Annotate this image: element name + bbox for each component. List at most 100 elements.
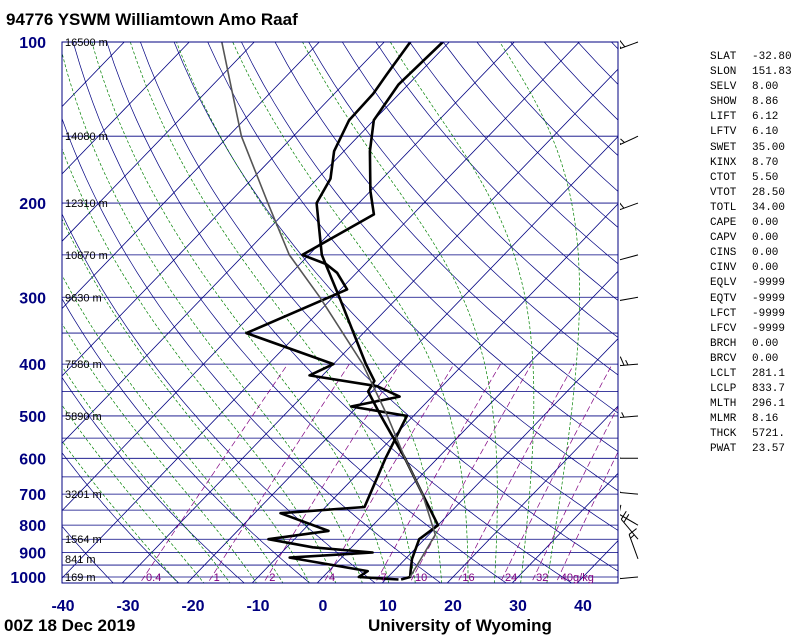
index-row: SHOW 8.86	[710, 95, 792, 110]
index-name: CAPE	[710, 217, 737, 230]
height-label: 9630 m	[65, 292, 102, 304]
mixing-ratio-line	[374, 363, 501, 583]
index-value: 5.50	[752, 171, 779, 184]
index-value: 0.00	[752, 262, 779, 275]
temperature-tick-label: -20	[181, 598, 204, 615]
index-value: -9999	[752, 292, 786, 305]
index-row: LFTV 6.10	[710, 125, 792, 140]
index-row: BRCV 0.00	[710, 352, 792, 367]
mixing-ratio-line	[499, 363, 613, 583]
temperature-tick-label: 30	[509, 598, 527, 615]
index-name: EQLV	[710, 277, 737, 290]
wind-barb	[620, 510, 639, 540]
isotherm	[62, 42, 320, 310]
isotherm	[446, 405, 618, 583]
dry-adiabat	[62, 297, 311, 583]
index-name: CAPV	[710, 232, 737, 245]
index-value: 23.57	[752, 443, 786, 456]
index-row: MLTH 296.1	[710, 397, 792, 412]
index-row: SLON 151.83	[710, 65, 792, 80]
stability-indices: SLAT -32.80 SLON 151.83 SELV 8.00 SHOW 8.86 LIFT…	[710, 50, 792, 458]
height-label: 169 m	[65, 572, 96, 584]
moist-adiabat	[390, 42, 535, 583]
index-value: 0.00	[752, 337, 779, 350]
isotherm	[62, 42, 450, 444]
height-label: 5890 m	[65, 411, 102, 423]
index-name: SELV	[710, 81, 737, 94]
moist-adiabat	[62, 217, 310, 583]
wind-barb	[620, 408, 639, 419]
wind-barb	[620, 296, 639, 303]
height-label: 1564 m	[65, 534, 102, 546]
mixing-ratio-line	[409, 363, 532, 583]
isotherm	[186, 136, 618, 583]
wind-barb	[620, 356, 639, 367]
axis-labels: 0.4 1 2 4 7 10 16 24 32 40g/kg1002003004005006007…	[10, 35, 593, 615]
dry-adiabat	[409, 42, 618, 265]
moist-adiabat	[62, 274, 284, 583]
dewpoint-profile	[245, 42, 444, 581]
index-row: VTOT 28.50	[710, 186, 792, 201]
index-value: 28.50	[752, 186, 786, 199]
index-row: LFCT -9999	[710, 307, 792, 322]
index-name: LCLP	[710, 383, 737, 396]
wind-barb	[620, 504, 639, 526]
dry-adiabat	[173, 42, 618, 531]
mixing-ratio-line	[456, 363, 575, 583]
index-value: -9999	[752, 322, 786, 335]
mixing-ratio-line	[531, 405, 618, 583]
height-label: 14080 m	[65, 131, 108, 143]
index-row: SWET 35.00	[710, 141, 792, 156]
wind-barb	[620, 449, 638, 459]
pressure-tick-label: 1000	[10, 570, 46, 587]
index-name: SWET	[710, 141, 737, 154]
index-value: 5721.	[752, 428, 786, 441]
pressure-tick-label: 100	[19, 35, 46, 52]
index-name: KINX	[710, 156, 737, 169]
dry-adiabat	[62, 376, 245, 583]
moist-adiabat	[176, 42, 443, 583]
index-value: -32.80	[752, 51, 792, 63]
isotherm	[511, 472, 618, 583]
index-row: THCK 5721.	[710, 427, 792, 442]
moist-adiabat	[302, 42, 498, 583]
index-name: SLAT	[710, 51, 737, 63]
height-label: 3201 m	[65, 489, 102, 501]
index-row: EQLV -9999	[710, 276, 792, 291]
index-name: MLMR	[710, 413, 737, 426]
moist-adiabat	[62, 440, 179, 583]
index-name: PWAT	[710, 443, 737, 456]
pressure-tick-label: 900	[19, 546, 46, 563]
height-label: 7580 m	[65, 359, 102, 371]
index-name: LFTV	[710, 126, 737, 139]
isotherm	[62, 42, 515, 512]
dry-adiabat	[207, 42, 618, 492]
pressure-tick-label: 400	[19, 357, 46, 374]
temperature-tick-label: -10	[246, 598, 269, 615]
index-name: CINS	[710, 247, 737, 260]
wind-barb	[620, 200, 639, 213]
mixing-ratio-line	[263, 363, 401, 583]
mixing-ratio-label: 32	[536, 572, 548, 584]
isotherm	[62, 42, 385, 377]
index-value: 0.00	[752, 352, 779, 365]
isotherm	[0, 42, 59, 588]
wind-barb	[628, 528, 639, 560]
index-row: TOTL 34.00	[710, 201, 792, 216]
index-value: 0.00	[752, 232, 779, 245]
dry-adiabat	[0, 42, 53, 588]
index-name: CINV	[710, 262, 737, 275]
index-name: LFCV	[710, 322, 737, 335]
index-row: MLMR 8.16	[710, 412, 792, 427]
dry-adiabat	[72, 42, 507, 583]
index-row: KINX 8.70	[710, 156, 792, 171]
index-name: LFCT	[710, 307, 737, 320]
index-value: 296.1	[752, 398, 786, 411]
index-value: 833.7	[752, 383, 786, 396]
index-row: SLAT -32.80	[710, 50, 792, 65]
index-value: 281.1	[752, 367, 786, 380]
index-value: 0.00	[752, 217, 779, 230]
index-row: CAPV 0.00	[710, 231, 792, 246]
parcel-profile	[221, 42, 437, 578]
temperature-profile	[315, 42, 440, 581]
